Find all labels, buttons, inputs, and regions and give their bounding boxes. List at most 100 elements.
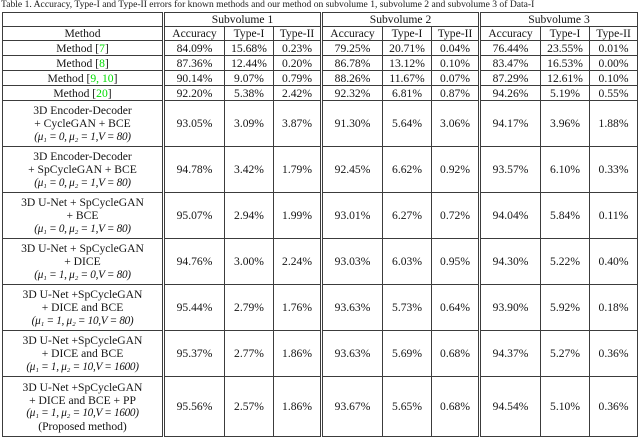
metric-value-cell: 76.44% (478, 40, 542, 57)
metric-value-cell: 5.38% (224, 85, 274, 102)
type-i-header: Type-I (540, 26, 591, 42)
metric-value-cell: 93.67% (320, 376, 384, 438)
method-params: (μ₁ = 1, μ₂ = 0,V = 80) (34, 268, 131, 281)
table-caption: Table 1. Accuracy, Type-I and Type-II er… (1, 0, 535, 10)
metric-value-cell: 91.30% (320, 100, 384, 148)
metric-value-cell: 94.26% (478, 85, 542, 102)
metric-value-cell: 90.14% (162, 70, 225, 87)
metric-value-cell: 2.57% (224, 376, 274, 438)
metric-value-cell: 3.00% (224, 238, 274, 286)
metric-value-cell: 1.86% (272, 330, 323, 378)
method-label: Method [ (56, 41, 100, 55)
method-label: ] (104, 56, 109, 70)
group-header-subvolume-3: Subvolume 3 (478, 11, 639, 28)
metric-value-cell: 6.10% (540, 146, 591, 194)
citation-link[interactable]: 20 (96, 86, 108, 100)
method-line: + DICE (64, 255, 101, 269)
metric-value-cell: 3.09% (224, 100, 274, 148)
method-cell: Method [20] (2, 85, 164, 102)
method-line: 3D U-Net +SpCycleGAN (22, 380, 143, 394)
method-line: + CycleGAN + BCE (34, 117, 131, 131)
method-line: + BCE (66, 209, 99, 223)
metric-value-cell: 0.00% (589, 55, 639, 72)
metric-value-cell: 6.27% (382, 192, 433, 240)
metric-value-cell: 2.79% (224, 284, 274, 332)
metric-value-cell: 0.07% (431, 70, 481, 87)
metric-value-cell: 12.61% (540, 70, 591, 87)
method-line: (Proposed method) (38, 420, 127, 434)
metric-value-cell: 92.20% (162, 85, 225, 102)
metric-value-cell: 5.92% (540, 284, 591, 332)
metric-value-cell: 0.33% (589, 146, 639, 194)
metric-value-cell: 2.77% (224, 330, 274, 378)
method-header: Method (2, 26, 164, 42)
method-label: ] (107, 86, 112, 100)
method-cell: 3D Encoder-Decoder + SpCycleGAN + BCE (μ… (2, 146, 164, 194)
results-table: Subvolume 1 Subvolume 2 Subvolume 3 Meth… (2, 11, 639, 438)
metric-value-cell: 5.65% (382, 376, 433, 438)
metric-value-cell: 79.25% (320, 40, 384, 57)
method-label: Method [ (56, 56, 100, 70)
method-params: (μ₁ = 1, μ₂ = 10,V = 1600) (26, 406, 139, 419)
metric-value-cell: 5.10% (540, 376, 591, 438)
citation-link[interactable]: 7 (99, 41, 105, 55)
method-cell: Method [7] (2, 40, 164, 57)
metric-value-cell: 94.30% (478, 238, 542, 286)
metric-value-cell: 1.76% (272, 284, 323, 332)
metric-value-cell: 5.19% (540, 85, 591, 102)
metric-value-cell: 12.44% (224, 55, 274, 72)
group-header-subvolume-1: Subvolume 1 (161, 11, 323, 28)
type-ii-header: Type-II (431, 26, 481, 42)
metric-value-cell: 88.26% (320, 70, 384, 87)
metric-value-cell: 1.86% (272, 376, 323, 438)
metric-value-cell: 6.03% (382, 238, 433, 286)
method-label: ] (104, 41, 109, 55)
corner-cell (2, 11, 164, 28)
method-line: 3D Encoder-Decoder (33, 104, 132, 118)
metric-value-cell: 93.63% (320, 284, 384, 332)
metric-value-cell: 9.07% (224, 70, 274, 87)
metric-value-cell: 0.36% (589, 376, 639, 438)
metric-value-cell: 0.23% (272, 40, 323, 57)
type-ii-header: Type-II (272, 26, 323, 42)
metric-value-cell: 83.47% (478, 55, 542, 72)
table-row: 3D U-Net + SpCycleGAN + BCE (μ₁ = 0, μ₂ … (2, 192, 639, 240)
metric-value-cell: 95.44% (162, 284, 225, 332)
method-cell: 3D U-Net +SpCycleGAN + DICE and BCE + PP… (2, 376, 164, 438)
accuracy-header: Accuracy (320, 26, 384, 42)
type-i-header: Type-I (224, 26, 274, 42)
method-cell: 3D U-Net + SpCycleGAN + DICE (μ₁ = 1, μ₂… (2, 238, 164, 286)
metric-value-cell: 0.20% (272, 55, 323, 72)
method-line: + DICE and BCE (41, 347, 124, 361)
metric-value-cell: 5.22% (540, 238, 591, 286)
method-label: Method [ (53, 86, 97, 100)
citation-link[interactable]: 8 (99, 56, 105, 70)
metric-value-cell: 95.07% (162, 192, 225, 240)
table-row: Method [8] 87.36% 12.44% 0.20% 86.78% 13… (2, 55, 639, 72)
table-row: 3D U-Net +SpCycleGAN + DICE and BCE + PP… (2, 376, 639, 438)
citation-link[interactable]: 9, 10 (90, 71, 114, 85)
metric-value-cell: 93.05% (162, 100, 225, 148)
metric-value-cell: 93.01% (320, 192, 384, 240)
method-line: + DICE and BCE + PP (29, 393, 136, 407)
metric-value-cell: 23.55% (540, 40, 591, 57)
metric-value-cell: 1.88% (589, 100, 639, 148)
metric-value-cell: 2.94% (224, 192, 274, 240)
metric-value-cell: 15.68% (224, 40, 274, 57)
method-line: 3D U-Net +SpCycleGAN (22, 288, 143, 302)
metric-value-cell: 94.54% (478, 376, 542, 438)
metric-value-cell: 0.92% (431, 146, 481, 194)
metric-value-cell: 0.04% (431, 40, 481, 57)
metric-value-cell: 6.81% (382, 85, 433, 102)
type-i-header: Type-I (382, 26, 433, 42)
metric-value-cell: 94.17% (478, 100, 542, 148)
metric-value-cell: 87.29% (478, 70, 542, 87)
metric-value-cell: 87.36% (162, 55, 225, 72)
method-cell: 3D U-Net + SpCycleGAN + BCE (μ₁ = 0, μ₂ … (2, 192, 164, 240)
metric-value-cell: 2.42% (272, 85, 323, 102)
metric-value-cell: 0.79% (272, 70, 323, 87)
metric-value-cell: 5.73% (382, 284, 433, 332)
table-row: 3D Encoder-Decoder + SpCycleGAN + BCE (μ… (2, 146, 639, 194)
metric-value-cell: 11.67% (382, 70, 433, 87)
table-row: Method [7] 84.09% 15.68% 0.23% 79.25% 20… (2, 40, 639, 57)
